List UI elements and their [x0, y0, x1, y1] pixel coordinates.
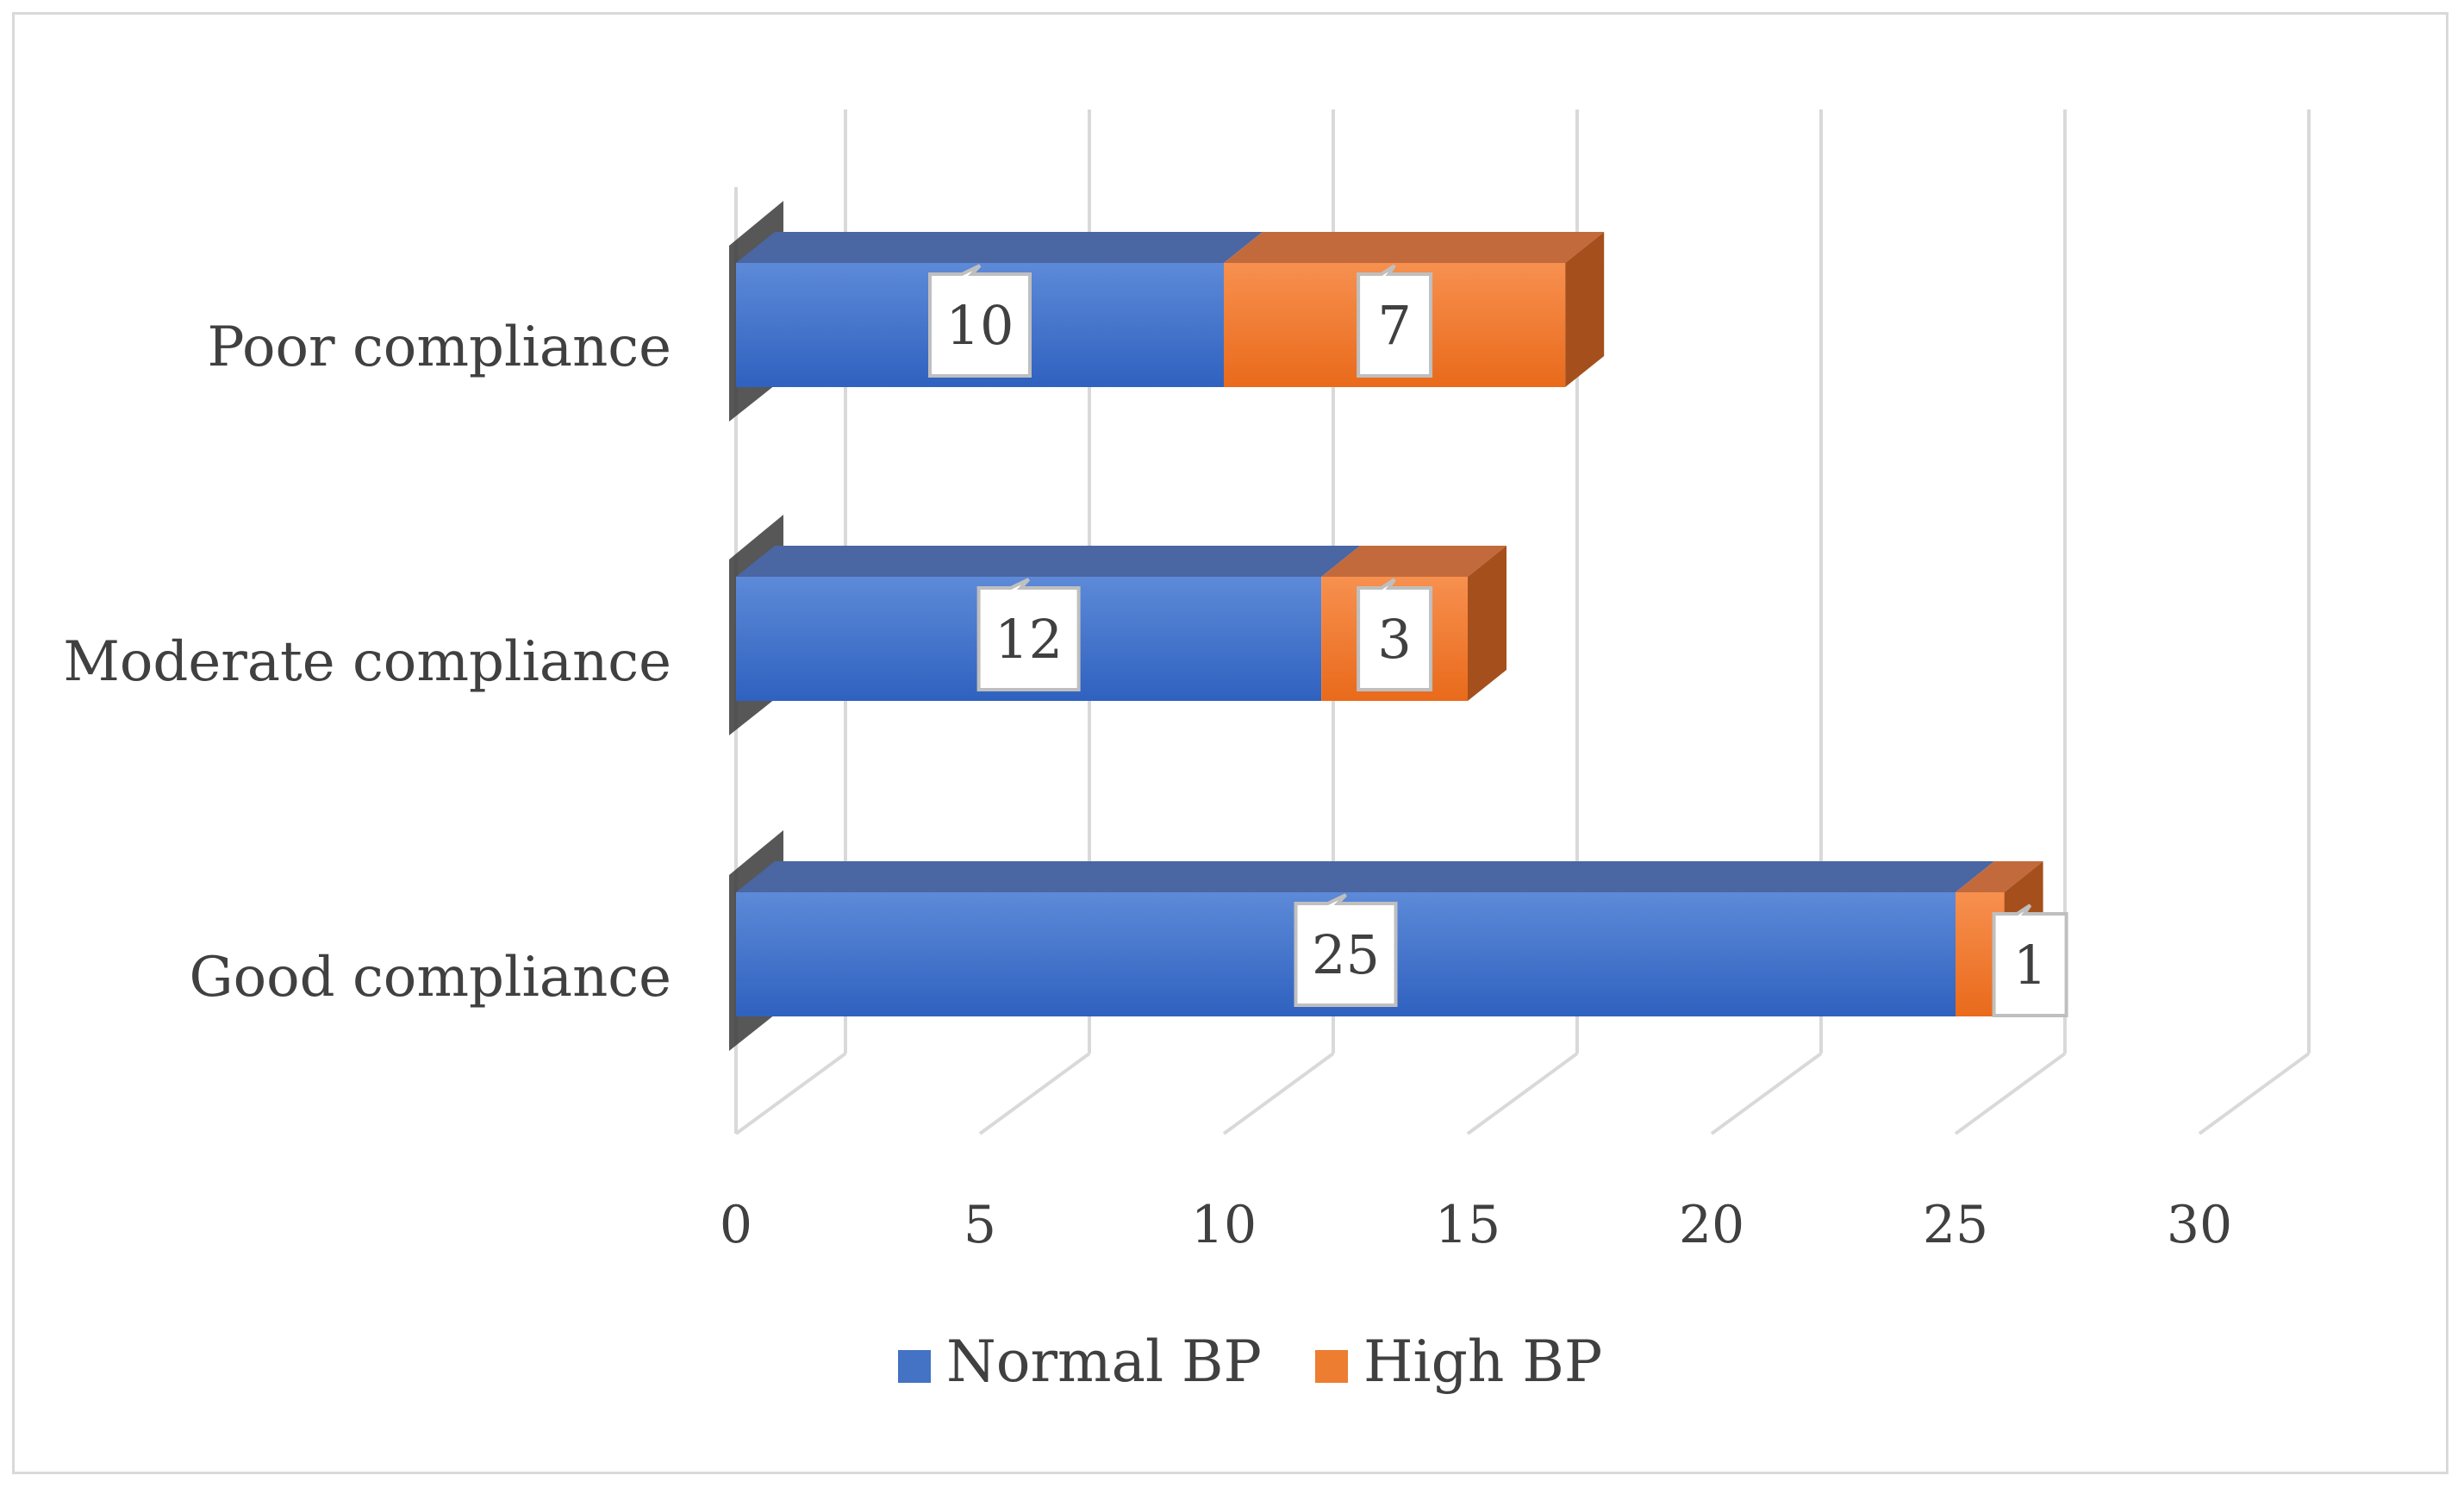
data-label: 10	[928, 264, 1032, 378]
legend-swatch	[1315, 1350, 1348, 1383]
x-tick-label: 30	[2167, 1195, 2232, 1255]
data-label-box	[928, 264, 1032, 378]
floor-gridline	[1954, 1052, 2067, 1135]
floor-gridline	[1710, 1052, 1823, 1135]
bar-side-face	[1565, 232, 1605, 387]
floor-gridline	[978, 1052, 1091, 1135]
data-label-text: 12	[995, 608, 1063, 671]
x-tick-label: 15	[1435, 1195, 1500, 1255]
data-label-box	[976, 578, 1081, 691]
stacked-bar-chart: 25 1 12 3 10 7 Good compliance Moderate compli…	[63, 109, 2311, 1395]
x-tick-label: 0	[720, 1195, 752, 1255]
category-axis: Good compliance Moderate compliance Poor c…	[63, 316, 671, 1010]
value-axis: 0 5 10 15 20 25 30	[720, 1195, 2232, 1255]
floor-gridline	[1466, 1052, 1579, 1135]
floor-gridline	[2198, 1052, 2311, 1135]
data-label-text: 7	[1377, 294, 1411, 357]
data-label-box	[1357, 578, 1433, 691]
floor-gridline	[1222, 1052, 1335, 1135]
x-tick-label: 10	[1191, 1195, 1257, 1255]
floor-gridline	[734, 1052, 847, 1135]
data-label-text: 25	[1312, 923, 1380, 986]
legend-swatch	[898, 1350, 931, 1383]
data-label: 7	[1357, 264, 1433, 378]
legend-label: High BP	[1363, 1329, 1602, 1395]
bar-top-face	[1224, 232, 1605, 263]
data-labels: 25 1 12 3 10 7	[928, 264, 2068, 1017]
data-label: 3	[1357, 578, 1433, 691]
data-label-text: 1	[2013, 934, 2047, 997]
data-label-text: 10	[946, 294, 1014, 357]
data-label-box	[1294, 893, 1398, 1007]
legend: Normal BP High BP	[898, 1329, 1602, 1395]
x-tick-label: 25	[1923, 1195, 1988, 1255]
x-tick-label: 20	[1679, 1195, 1744, 1255]
x-tick-label: 5	[964, 1195, 996, 1255]
legend-item-high-bp[interactable]: High BP	[1315, 1329, 1602, 1395]
legend-label: Normal BP	[946, 1329, 1262, 1395]
category-label: Good compliance	[189, 946, 671, 1010]
category-label: Moderate compliance	[63, 630, 671, 694]
bar-top-face	[736, 861, 1994, 892]
data-label-text: 3	[1377, 608, 1411, 671]
bar-top-face	[1956, 861, 2043, 892]
data-label: 25	[1294, 893, 1398, 1007]
data-label-box	[1992, 903, 2068, 1017]
data-label: 12	[976, 578, 1081, 691]
bar-top-face	[1321, 546, 1506, 577]
legend-item-normal-bp[interactable]: Normal BP	[898, 1329, 1262, 1395]
bar-side-face	[1468, 546, 1506, 701]
bar-top-face	[736, 232, 1263, 263]
data-label-box	[1357, 264, 1433, 378]
data-label: 1	[1992, 903, 2068, 1017]
category-label: Poor compliance	[207, 316, 671, 379]
bar-top-face	[736, 546, 1361, 577]
chart-frame: 25 1 12 3 10 7 Good compliance Moderate compli…	[12, 12, 2448, 1474]
